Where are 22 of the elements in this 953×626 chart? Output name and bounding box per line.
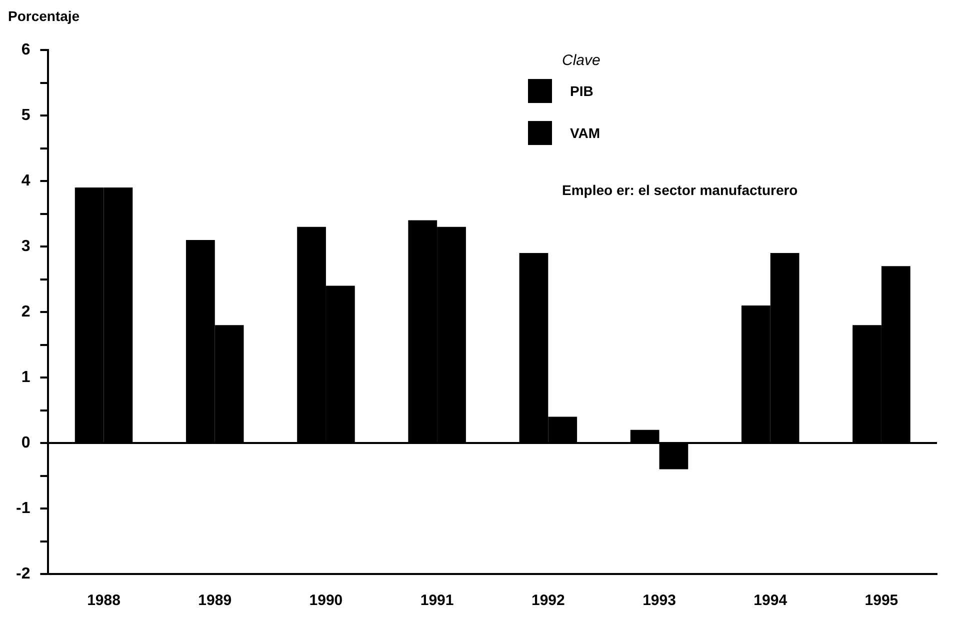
- y-tick-label: 1: [21, 368, 30, 386]
- x-tick-label: 1992: [531, 592, 565, 610]
- y-tick-label: 6: [21, 41, 30, 58]
- legend-label: VAM: [570, 125, 600, 141]
- x-tick-label: 1988: [87, 592, 120, 610]
- y-tick-label: 0: [21, 434, 30, 452]
- y-tick-label: -2: [16, 565, 30, 582]
- x-tick-label: 1994: [754, 592, 788, 610]
- y-axis-title: Porcentaje: [8, 8, 80, 24]
- y-tick-label: 2: [21, 303, 30, 320]
- x-tick-label: 1990: [309, 592, 343, 610]
- legend-title: Clave: [562, 52, 600, 69]
- y-tick-label: 5: [21, 106, 30, 124]
- x-tick-label: 1991: [420, 592, 454, 610]
- x-tick-label: 1989: [198, 592, 232, 610]
- x-tick-label: 1995: [864, 592, 898, 610]
- legend-label: PIB: [570, 83, 594, 99]
- x-tick-label: 1993: [642, 592, 676, 610]
- annotation: Empleo er: el sector manufacturero: [562, 182, 798, 198]
- y-tick-label: 3: [21, 238, 30, 255]
- y-tick-label: 4: [21, 172, 30, 190]
- y-tick-label: -1: [16, 500, 30, 517]
